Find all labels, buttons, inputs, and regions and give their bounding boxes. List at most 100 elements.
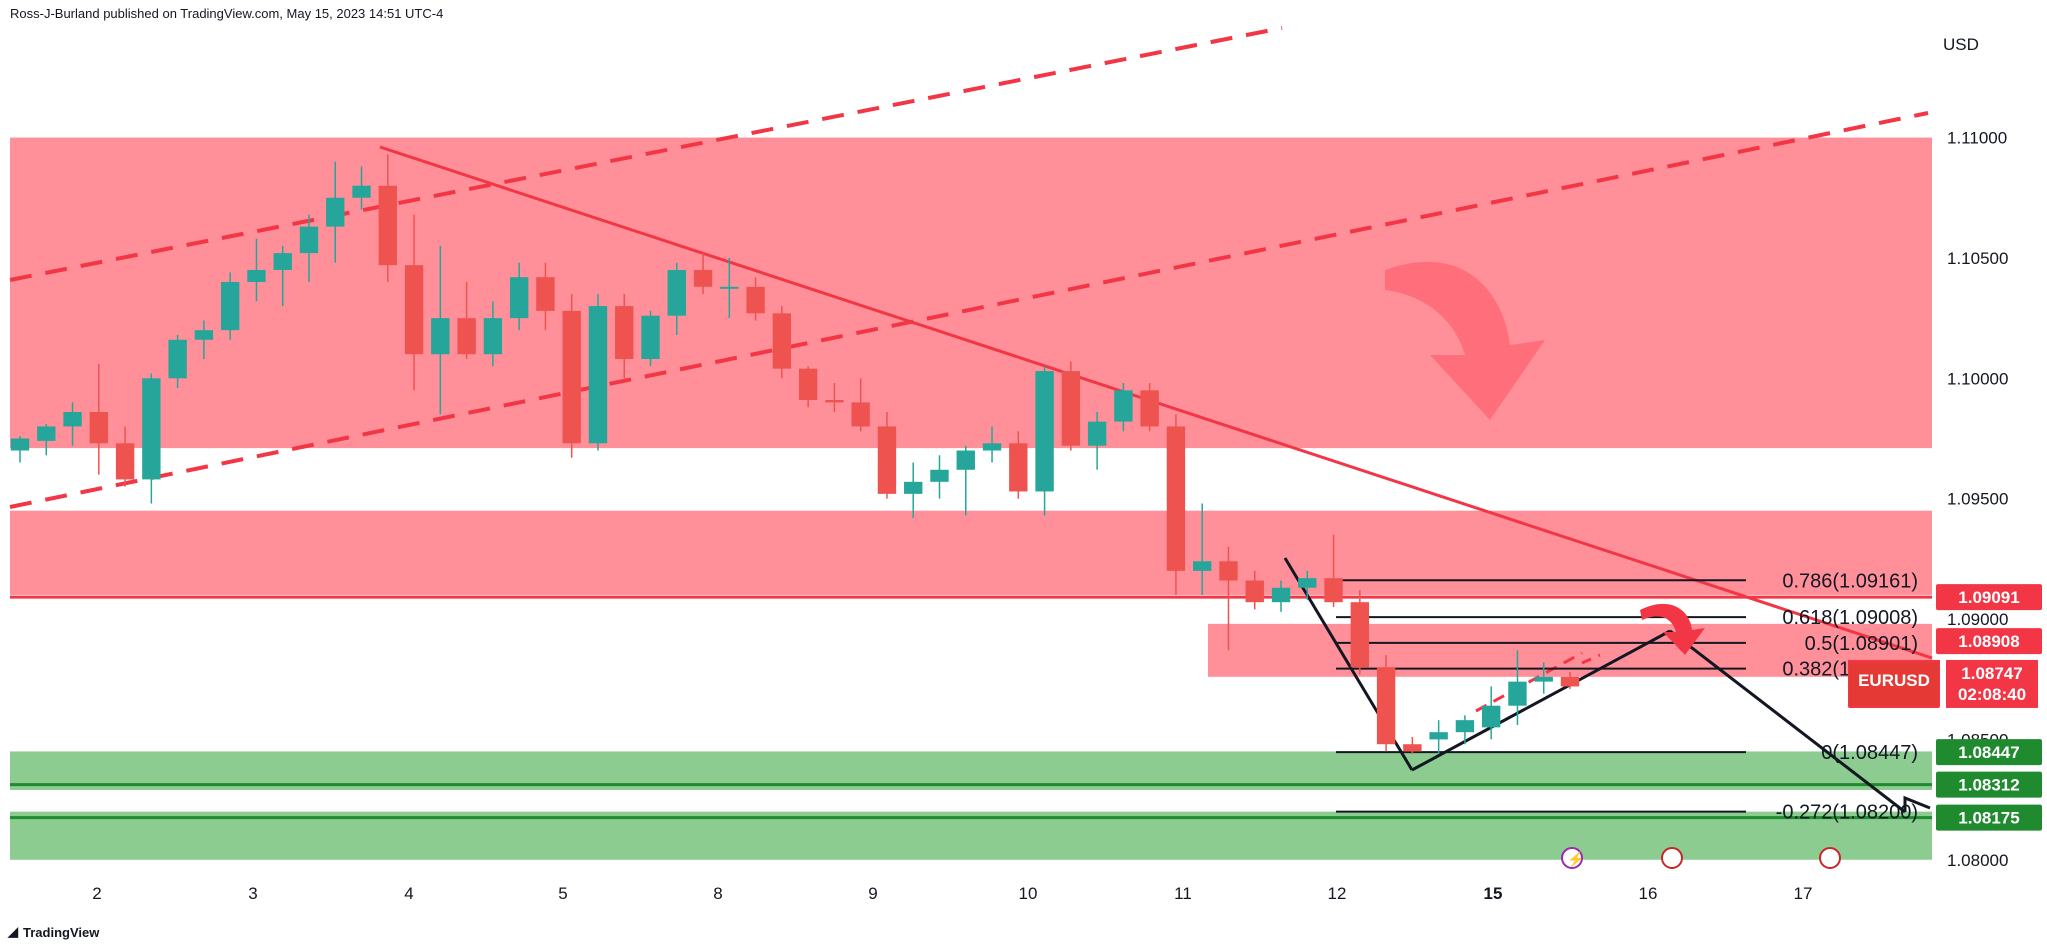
- annotation-layer: ⚡: [1385, 261, 1841, 869]
- date-tick: 3: [248, 884, 257, 903]
- price-tag-value: 1.08747: [1961, 664, 2022, 683]
- channel-lower-dashed: [9, 111, 1929, 509]
- price-tag-bg: [1936, 584, 2042, 611]
- candle-body: [326, 197, 345, 227]
- candle-body: [798, 368, 818, 400]
- date-tick: 11: [1174, 884, 1192, 903]
- projection-leg-target: [1669, 629, 1906, 814]
- date-tick: 2: [92, 884, 101, 903]
- candle-body: [1087, 421, 1107, 446]
- big-curved-down-arrow: [1385, 261, 1545, 420]
- price-tag-bg: [1936, 804, 2042, 831]
- small-curved-down-arrow: [1640, 603, 1705, 655]
- fib-label: 0.618(1.09008): [1782, 607, 1918, 629]
- footer-brand[interactable]: ◢ TradingView: [8, 924, 99, 940]
- fib-label: 0.5(1.08901): [1805, 633, 1918, 655]
- candle-body: [378, 185, 397, 266]
- us-flag-icon: [1661, 847, 1683, 869]
- price-tags: 1.09091 1.08908 EURUSD 1.08747 02:08:40 1.084…: [1848, 584, 2042, 831]
- candle-body: [1009, 443, 1028, 492]
- currency-label: USD: [1943, 35, 1979, 54]
- trendline-layer: [9, 26, 1933, 814]
- candle-body: [220, 282, 240, 331]
- countdown-label: 02:08:40: [1958, 685, 2026, 704]
- date-tick: 4: [404, 884, 413, 903]
- price-tag-bg: [1946, 659, 2038, 708]
- candle-body: [930, 469, 949, 482]
- date-tick: 16: [1639, 884, 1658, 903]
- candle-body: [194, 330, 214, 340]
- candle-body: [667, 269, 686, 316]
- candle-body: [615, 306, 634, 360]
- candle-body: [1166, 426, 1186, 571]
- candle-body: [1245, 580, 1264, 603]
- candle-body: [1403, 744, 1422, 752]
- price-tag-value: 1.08312: [1958, 776, 2019, 795]
- fib-label: 0.786(1.09161): [1782, 570, 1918, 592]
- fib-label: 0(1.08447): [1821, 742, 1918, 764]
- candle-body: [10, 438, 30, 451]
- candle-body: [404, 265, 424, 355]
- candle-body: [63, 412, 82, 427]
- candle-body: [168, 339, 187, 379]
- date-tick: 5: [558, 884, 567, 903]
- event-lightning-glyph: ⚡: [1567, 851, 1584, 868]
- candle-body: [1219, 561, 1238, 581]
- candle-body: [1429, 732, 1448, 740]
- price-tick: 1.09000: [1947, 610, 2008, 629]
- us-flag-icon: [1819, 847, 1841, 869]
- price-tick: 1.09500: [1947, 490, 2008, 509]
- candle-body: [431, 318, 450, 355]
- price-tick: 1.08000: [1947, 851, 2008, 870]
- candle-body: [825, 399, 844, 403]
- tradingview-logo-icon: ◢: [8, 924, 18, 939]
- candle-body: [1140, 390, 1159, 427]
- candle-body: [37, 426, 56, 441]
- price-tag-bg: [1936, 628, 2042, 655]
- date-tick: 8: [713, 884, 722, 903]
- event-lightning-icon: [1561, 847, 1583, 869]
- footer-brand-label: TradingView: [23, 924, 100, 940]
- mid-resistance-zone: [10, 510, 1932, 595]
- candle-body: [746, 286, 765, 314]
- price-tag-bg: [1849, 661, 1939, 706]
- candle-body: [299, 226, 319, 254]
- candle-body: [1350, 602, 1370, 668]
- candle-body: [1298, 578, 1317, 588]
- candle-body: [1508, 681, 1527, 706]
- time-axis: 2 3 4 5 8 9 10 11 12 15 16 17: [92, 884, 1812, 903]
- projection-arrowhead: [1903, 795, 1931, 812]
- candle-body: [720, 286, 739, 289]
- candle-body: [273, 253, 292, 270]
- candle-body: [115, 443, 135, 480]
- candle-body: [89, 412, 109, 444]
- candle-body: [693, 269, 713, 287]
- candle-body: [1376, 667, 1396, 745]
- price-tag-value: 1.08175: [1958, 809, 2019, 828]
- date-tick: 15: [1484, 884, 1503, 903]
- price-tick: 1.10000: [1947, 369, 2008, 388]
- zone-layer: [10, 137, 1932, 860]
- candle-body: [588, 306, 608, 444]
- candle-body: [877, 426, 897, 494]
- candle-body: [562, 310, 581, 444]
- dashed-mini-1: [1581, 653, 1601, 665]
- candle-body: [247, 269, 266, 282]
- candle-body: [1271, 587, 1291, 603]
- candle-body: [142, 378, 161, 480]
- candle-body: [1035, 371, 1054, 492]
- candle-body: [1114, 390, 1133, 422]
- candle-body: [1534, 676, 1553, 682]
- date-tick: 17: [1794, 884, 1813, 903]
- candle-body: [1560, 676, 1580, 687]
- price-tag-value: 1.09091: [1958, 588, 2019, 607]
- projection-leg-up: [1411, 629, 1671, 772]
- candle-body: [457, 318, 476, 355]
- candle-body: [982, 443, 1002, 451]
- date-tick: 10: [1019, 884, 1038, 903]
- symbol-tag: EURUSD: [1858, 671, 1930, 690]
- candle-body: [1061, 371, 1081, 446]
- candle-body: [904, 481, 923, 494]
- price-tick: 1.10500: [1947, 249, 2008, 268]
